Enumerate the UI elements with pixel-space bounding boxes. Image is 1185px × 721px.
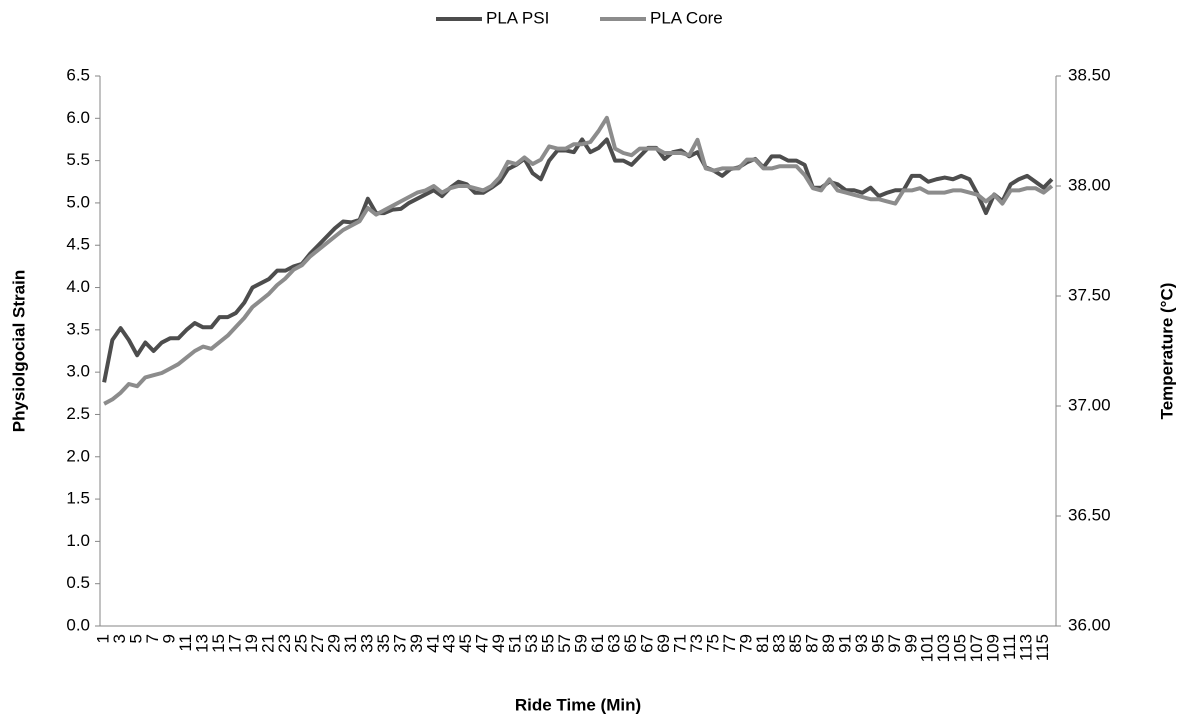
x-tick-label: 61: [588, 634, 607, 653]
y-tick-label: 2.0: [66, 446, 90, 465]
y2-tick-label: 37.50: [1068, 285, 1111, 304]
x-tick-label: 27: [308, 634, 327, 653]
y-tick-label: 5.5: [66, 150, 90, 169]
y-tick-label: 1.5: [66, 489, 90, 508]
x-tick-label: 89: [819, 634, 838, 653]
x-tick-label: 67: [638, 634, 657, 653]
x-tick-label: 87: [802, 634, 821, 653]
x-tick-label: 21: [258, 634, 277, 653]
x-tick-label: 63: [605, 634, 624, 653]
x-tick-label: 11: [176, 634, 195, 652]
x-tick-label: 15: [209, 634, 228, 653]
x-tick-label: 83: [769, 634, 788, 653]
x-tick-label: 81: [753, 634, 772, 653]
legend-label: PLA PSI: [486, 8, 549, 27]
x-tick-label: 35: [374, 634, 393, 653]
x-tick-label: 111: [1000, 634, 1019, 660]
y-tick-label: 1.0: [66, 531, 90, 550]
y2-tick-label: 37.00: [1068, 395, 1111, 414]
x-tick-label: 75: [703, 634, 722, 653]
x-tick-label: 71: [671, 634, 690, 653]
y-tick-label: 6.5: [66, 65, 90, 84]
x-tick-label: 9: [160, 634, 179, 643]
x-tick-label: 59: [572, 634, 591, 653]
y-tick-label: 3.5: [66, 319, 90, 338]
y2-tick-label: 36.50: [1068, 505, 1111, 524]
x-axis-title: Ride Time (Min): [515, 695, 641, 714]
x-tick-label: 53: [522, 634, 541, 653]
x-tick-label: 57: [555, 634, 574, 653]
x-tick-label: 13: [193, 634, 212, 653]
data-line: [102, 137, 1054, 383]
x-tick-label: 1: [94, 634, 113, 643]
x-tick-label: 23: [275, 634, 294, 653]
x-tick-label: 47: [473, 634, 492, 653]
x-tick-label: 109: [984, 634, 1003, 662]
y-tick-label: 0.5: [66, 573, 90, 592]
x-tick-label: 73: [687, 634, 706, 653]
x-tick-label: 93: [852, 634, 871, 653]
x-tick-label: 33: [357, 634, 376, 653]
x-tick-label: 45: [456, 634, 475, 653]
y2-axis-title: Temperature (°C): [1157, 283, 1176, 420]
x-tick-label: 55: [539, 634, 558, 653]
x-tick-label: 25: [291, 634, 310, 653]
x-tick-label: 51: [506, 634, 525, 653]
y-tick-label: 4.5: [66, 235, 90, 254]
x-tick-label: 49: [489, 634, 508, 653]
legend-label: PLA Core: [650, 8, 723, 27]
x-tick-label: 3: [110, 634, 129, 643]
y-tick-label: 6.0: [66, 108, 90, 127]
x-tick-label: 103: [934, 634, 953, 662]
x-tick-label: 107: [967, 634, 986, 662]
x-tick-label: 91: [835, 634, 854, 653]
y-tick-label: 3.0: [66, 362, 90, 381]
x-tick-label: 99: [901, 634, 920, 653]
x-tick-label: 31: [341, 634, 360, 653]
y-tick-label: 0.0: [66, 615, 90, 634]
x-tick-label: 29: [324, 634, 343, 653]
y-tick-label: 4.0: [66, 277, 90, 296]
x-tick-label: 97: [885, 634, 904, 653]
x-tick-label: 69: [654, 634, 673, 653]
x-tick-label: 79: [736, 634, 755, 653]
data-line: [103, 115, 1054, 406]
x-tick-label: 7: [143, 634, 162, 643]
x-tick-label: 113: [1017, 634, 1036, 661]
x-tick-label: 105: [951, 634, 970, 662]
y-axis-title: Physiolgocial Strain: [9, 270, 28, 433]
y2-tick-label: 38.50: [1068, 65, 1111, 84]
x-tick-label: 39: [407, 634, 426, 653]
x-tick-label: 43: [440, 634, 459, 653]
y2-tick-label: 36.00: [1068, 615, 1111, 634]
y-tick-label: 5.0: [66, 192, 90, 211]
x-tick-label: 17: [225, 634, 244, 653]
x-tick-label: 41: [423, 634, 442, 653]
x-tick-label: 95: [868, 634, 887, 653]
x-tick-label: 65: [621, 634, 640, 653]
x-tick-label: 37: [390, 634, 409, 653]
y-tick-label: 2.5: [66, 404, 90, 423]
x-tick-label: 5: [127, 634, 146, 643]
x-tick-label: 115: [1033, 634, 1052, 661]
x-tick-label: 19: [242, 634, 261, 653]
y2-tick-label: 38.00: [1068, 175, 1111, 194]
x-tick-label: 77: [720, 634, 739, 653]
x-tick-label: 101: [918, 634, 937, 662]
x-tick-label: 85: [786, 634, 805, 653]
